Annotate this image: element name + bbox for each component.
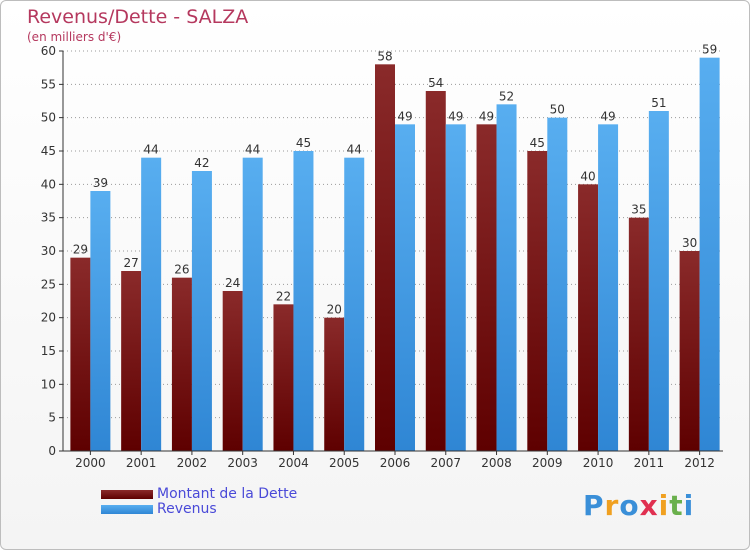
bar-revenue xyxy=(191,171,212,451)
data-label-revenue: 59 xyxy=(702,43,717,57)
proxiti-logo: Proxiti xyxy=(583,489,694,522)
bar-revenue xyxy=(344,157,365,451)
data-label-debt: 58 xyxy=(377,49,392,63)
x-tick-label: 2008 xyxy=(481,456,512,470)
data-label-debt: 27 xyxy=(124,256,139,270)
bar-debt xyxy=(527,151,548,451)
data-label-debt: 29 xyxy=(73,243,88,257)
bar-revenue xyxy=(90,191,111,451)
x-tick-label: 2004 xyxy=(278,456,309,470)
x-tick-label: 2003 xyxy=(227,456,258,470)
x-tick-label: 2000 xyxy=(75,456,106,470)
chart-title: Revenus/Dette - SALZA xyxy=(27,6,249,28)
y-tick-label: 35 xyxy=(41,211,56,225)
data-label-debt: 54 xyxy=(428,76,443,90)
x-tick-label: 2012 xyxy=(684,456,715,470)
x-tick-label: 2002 xyxy=(177,456,208,470)
y-tick-label: 40 xyxy=(41,177,56,191)
bar-debt xyxy=(375,64,395,452)
y-tick-label: 10 xyxy=(41,377,56,391)
chart-subtitle: (en milliers d'€) xyxy=(27,30,122,44)
y-tick-label: 60 xyxy=(41,44,56,58)
data-label-debt: 35 xyxy=(631,203,646,217)
data-label-revenue: 44 xyxy=(245,143,260,157)
x-tick-label: 2007 xyxy=(430,456,461,470)
bar-revenue xyxy=(648,111,669,451)
bar-revenue xyxy=(293,151,314,451)
logo-letter: i xyxy=(658,489,670,522)
bar-revenue xyxy=(242,157,263,451)
logo-letter: P xyxy=(583,489,605,522)
data-label-debt: 22 xyxy=(276,289,291,303)
bar-revenue xyxy=(699,57,720,452)
y-tick-label: 50 xyxy=(41,111,56,125)
bar-debt xyxy=(222,291,243,451)
bar-debt xyxy=(324,317,345,451)
bar-debt xyxy=(273,304,294,451)
x-tick-label: 2009 xyxy=(532,456,563,470)
data-label-revenue: 39 xyxy=(93,176,108,190)
data-label-debt: 45 xyxy=(530,136,545,150)
data-label-debt: 40 xyxy=(580,169,595,183)
bar-debt xyxy=(628,217,649,451)
y-tick-label: 15 xyxy=(41,344,56,358)
data-label-debt: 20 xyxy=(327,303,342,317)
data-label-revenue: 51 xyxy=(651,96,666,110)
legend-label-revenue: Revenus xyxy=(157,501,217,517)
data-label-revenue: 52 xyxy=(499,89,514,103)
legend-swatch-revenue xyxy=(101,505,153,514)
legend-label-debt: Montant de la Dette xyxy=(157,486,298,502)
x-tick-label: 2010 xyxy=(583,456,614,470)
data-label-revenue: 45 xyxy=(296,136,311,150)
x-tick-label: 2001 xyxy=(126,456,157,470)
y-tick-label: 55 xyxy=(41,77,56,91)
bar-debt xyxy=(679,251,700,451)
x-tick-label: 2005 xyxy=(329,456,360,470)
y-tick-label: 45 xyxy=(41,144,56,158)
bar-revenue xyxy=(496,104,517,451)
data-label-revenue: 44 xyxy=(347,143,362,157)
bar-debt xyxy=(70,257,91,451)
data-label-debt: 26 xyxy=(174,263,189,277)
bar-debt xyxy=(476,124,497,451)
logo-letter: i xyxy=(683,489,695,522)
logo-letter: t xyxy=(669,489,684,522)
bar-revenue xyxy=(445,124,466,451)
data-label-revenue: 44 xyxy=(144,143,159,157)
bar-revenue xyxy=(141,157,162,451)
bar-revenue xyxy=(598,124,619,451)
bar-debt xyxy=(578,184,599,452)
logo-letter: o xyxy=(619,489,640,522)
logo-letter: r xyxy=(604,489,620,522)
data-label-revenue: 42 xyxy=(194,156,209,170)
y-tick-label: 0 xyxy=(48,444,56,458)
data-label-revenue: 50 xyxy=(550,103,565,117)
data-label-debt: 49 xyxy=(479,109,494,123)
legend-swatch-debt xyxy=(101,490,153,499)
x-tick-label: 2006 xyxy=(380,456,411,470)
data-label-revenue: 49 xyxy=(448,109,463,123)
y-tick-label: 25 xyxy=(41,277,56,291)
bar-revenue xyxy=(395,124,415,451)
y-tick-label: 5 xyxy=(48,411,56,425)
data-label-debt: 24 xyxy=(225,276,240,290)
bar-debt xyxy=(171,277,192,451)
y-tick-label: 30 xyxy=(41,244,56,258)
y-tick-label: 20 xyxy=(41,311,56,325)
logo-letter: x xyxy=(639,489,659,522)
bar-revenue xyxy=(547,117,568,452)
bar-debt xyxy=(425,91,446,451)
x-tick-label: 2011 xyxy=(634,456,665,470)
data-label-revenue: 49 xyxy=(600,109,615,123)
data-label-revenue: 49 xyxy=(397,109,412,123)
bar-debt xyxy=(121,271,142,451)
data-label-debt: 30 xyxy=(682,236,697,250)
